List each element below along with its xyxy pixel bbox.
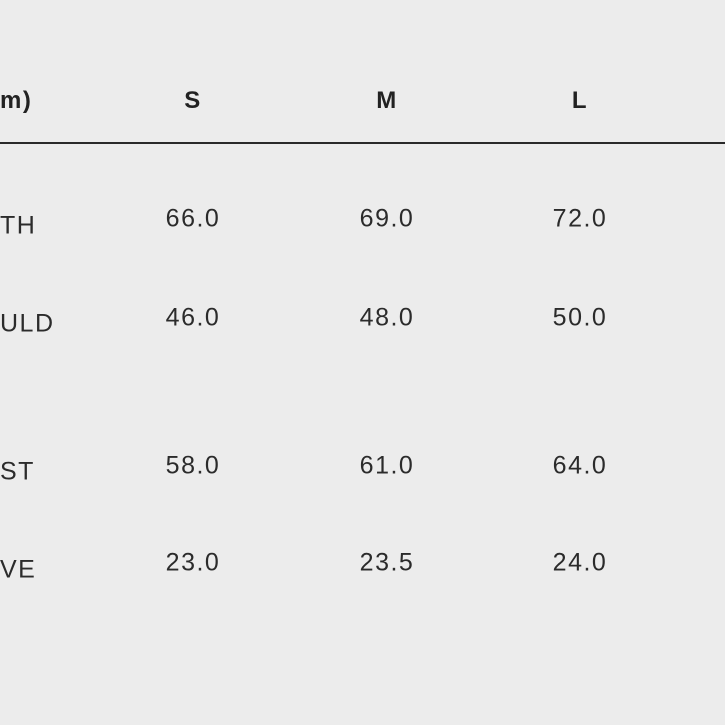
cell-value: 61.0 (359, 451, 415, 480)
cell-value: 72.0 (552, 204, 608, 233)
cell-value: 50.0 (552, 303, 608, 332)
column-header: S (184, 87, 202, 114)
cell-value: 23.0 (165, 548, 221, 577)
cell-value: 46.0 (165, 303, 221, 332)
cell-value: 24.0 (552, 548, 608, 577)
column-header: m) (0, 87, 33, 114)
row-label: VE (0, 555, 37, 584)
header-rule (0, 142, 725, 144)
column-header: L (571, 87, 589, 114)
row-label: ULD (0, 309, 55, 338)
cell-value: 66.0 (165, 204, 221, 233)
row-label: ST (0, 457, 35, 486)
cell-value: 64.0 (552, 451, 608, 480)
column-header: M (376, 87, 398, 114)
cell-value: 69.0 (359, 204, 415, 233)
row-label: TH (0, 211, 37, 240)
cell-value: 23.5 (359, 548, 415, 577)
cell-value: 58.0 (165, 451, 221, 480)
cell-value: 48.0 (359, 303, 415, 332)
